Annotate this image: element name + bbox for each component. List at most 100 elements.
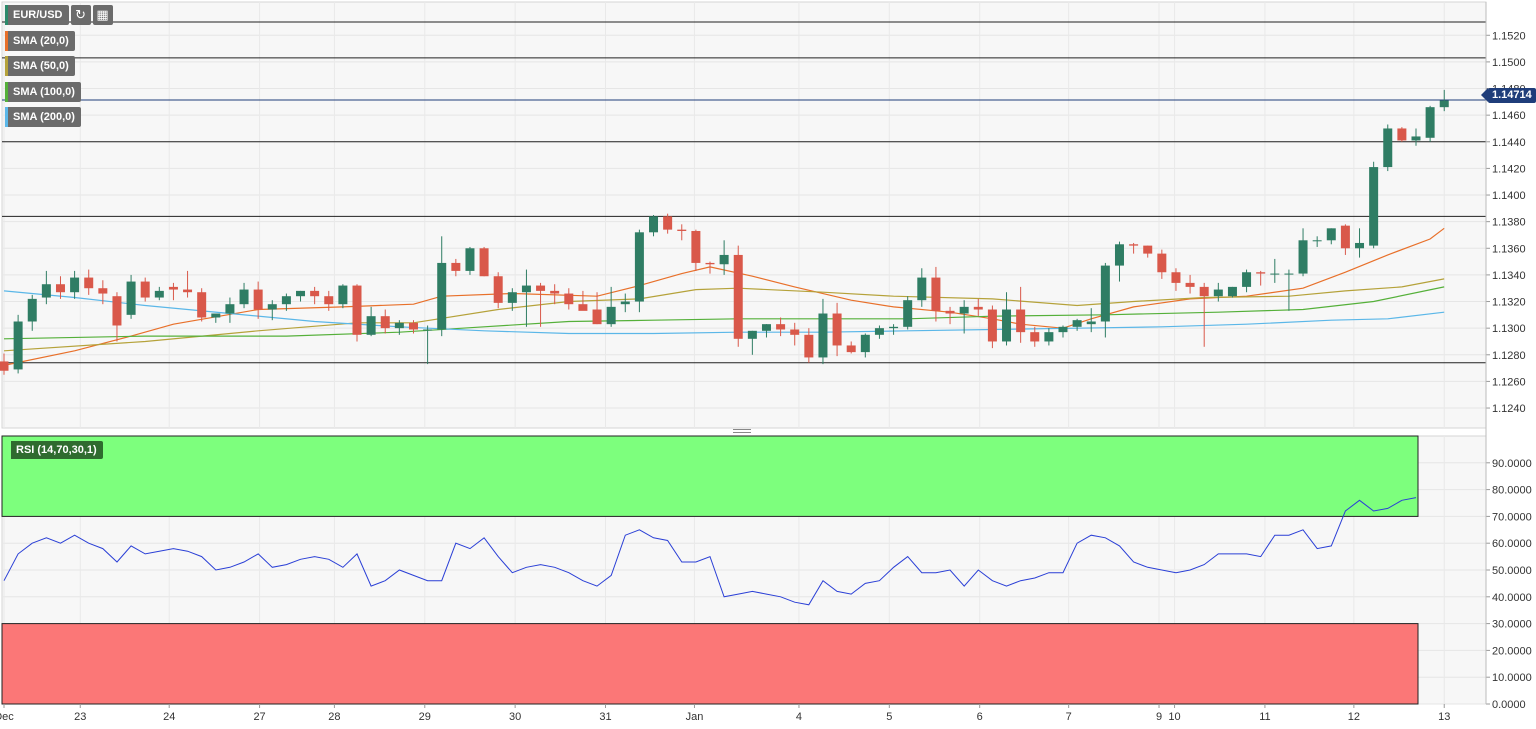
sma50-color-swatch (5, 56, 8, 76)
candle (1143, 245, 1153, 258)
price-tick-label: 1.1400 (1492, 190, 1526, 202)
candle-body (1002, 309, 1012, 342)
candle (380, 309, 390, 334)
candle-body (1298, 240, 1308, 274)
candle-body (27, 298, 37, 322)
candle (394, 320, 404, 335)
candle (973, 298, 983, 317)
candle-body (1326, 228, 1336, 241)
x-tick-label: 24 (163, 711, 175, 723)
candle (126, 274, 136, 319)
candle (98, 280, 108, 305)
candle-body (719, 254, 729, 265)
candle-body (1312, 240, 1322, 242)
candle (296, 290, 306, 302)
candle-body (13, 321, 23, 370)
price-tick-label: 1.1300 (1492, 323, 1526, 335)
symbol-selector[interactable]: EUR/USD (5, 5, 69, 25)
price-tick-label: 1.1240 (1492, 403, 1526, 415)
candle-body (408, 322, 418, 330)
candle-body (211, 313, 221, 318)
candle (705, 261, 715, 274)
candle-body (310, 290, 320, 297)
rsi-tick-label: 50.0000 (1492, 565, 1532, 577)
candle (84, 269, 94, 295)
candle (154, 286, 164, 301)
rsi-overbought-zone (1, 435, 1419, 517)
candle (889, 324, 899, 335)
candle (1312, 236, 1322, 247)
candle-body (832, 313, 842, 346)
candle-body (154, 290, 164, 298)
sma-line (3, 278, 1445, 352)
candle (1199, 282, 1209, 347)
candle-body (663, 216, 673, 230)
candle-body (507, 292, 517, 303)
symbol-toolbar: EUR/USD ↻ ▦ (5, 5, 113, 25)
candle-body (140, 281, 150, 298)
candle (324, 290, 334, 311)
candle-body (98, 288, 108, 294)
price-tick-label: 1.1260 (1492, 376, 1526, 388)
candle-body (649, 216, 659, 233)
x-tick-label: 4 (796, 711, 802, 723)
symbol-color-swatch (5, 5, 8, 25)
candle (1439, 89, 1449, 112)
candle-body (776, 324, 786, 330)
candle-body (1397, 128, 1407, 141)
price-pane (1, 1, 1487, 429)
x-tick-label: 31 (599, 711, 611, 723)
candle-body (84, 277, 94, 289)
candle (846, 341, 856, 354)
candle (536, 282, 546, 327)
candle-body (451, 262, 461, 271)
price-tick-label: 1.1460 (1492, 110, 1526, 122)
sma100-color-swatch (5, 82, 8, 102)
pane-resize-handle[interactable] (733, 429, 751, 433)
candle-body (917, 277, 927, 301)
indicators-icon[interactable]: ▦ (92, 5, 113, 25)
candle (465, 246, 475, 275)
indicator-label-sma200[interactable]: SMA (200,0) (5, 107, 81, 127)
candle (1383, 124, 1393, 172)
indicator-label-sma50[interactable]: SMA (50,0) (5, 56, 75, 76)
x-tick-label: 27 (253, 711, 265, 723)
candle-body (352, 285, 362, 335)
candle-body (1143, 245, 1153, 254)
sma100-label: SMA (100,0) (13, 86, 75, 98)
candle-body (1340, 225, 1350, 249)
candle-body (987, 309, 997, 342)
price-tick-label: 1.1340 (1492, 270, 1526, 282)
x-tick-label: 29 (419, 711, 431, 723)
candle-body (677, 229, 687, 231)
candle-body (1016, 309, 1026, 333)
candle-body (41, 284, 51, 298)
candle-body (281, 296, 291, 305)
candle-body (1242, 272, 1252, 287)
candle-body (493, 276, 503, 303)
rsi-label-text: RSI (14,70,30,1) (16, 444, 97, 456)
candle-body (889, 326, 899, 329)
candle-body (846, 345, 856, 353)
candle (959, 300, 969, 334)
candle-body (437, 262, 447, 330)
candle (41, 270, 51, 305)
candle-body (903, 300, 913, 327)
candle (1185, 274, 1195, 294)
rsi-indicator-label[interactable]: RSI (14,70,30,1) (8, 441, 103, 459)
candle (1171, 268, 1181, 291)
candle-body (183, 289, 193, 293)
refresh-icon[interactable]: ↻ (70, 5, 91, 25)
candle-body (1044, 332, 1054, 342)
candle-body (1213, 289, 1223, 297)
indicator-label-sma20[interactable]: SMA (20,0) (5, 31, 75, 51)
candle (987, 305, 997, 349)
candle-body (225, 304, 235, 314)
candle (733, 245, 743, 347)
x-tick-label: 6 (977, 711, 983, 723)
candle-body (1129, 244, 1139, 246)
rsi-oversold-zone (1, 623, 1419, 705)
indicator-label-sma100[interactable]: SMA (100,0) (5, 82, 81, 102)
rsi-color-swatch (8, 441, 11, 459)
